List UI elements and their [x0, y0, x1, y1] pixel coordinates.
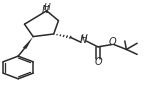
- Text: H: H: [44, 3, 51, 12]
- Text: O: O: [109, 37, 116, 47]
- Polygon shape: [23, 37, 33, 49]
- Text: H: H: [81, 34, 88, 43]
- Text: N: N: [42, 5, 49, 15]
- Text: O: O: [94, 57, 102, 67]
- Text: N: N: [80, 35, 87, 45]
